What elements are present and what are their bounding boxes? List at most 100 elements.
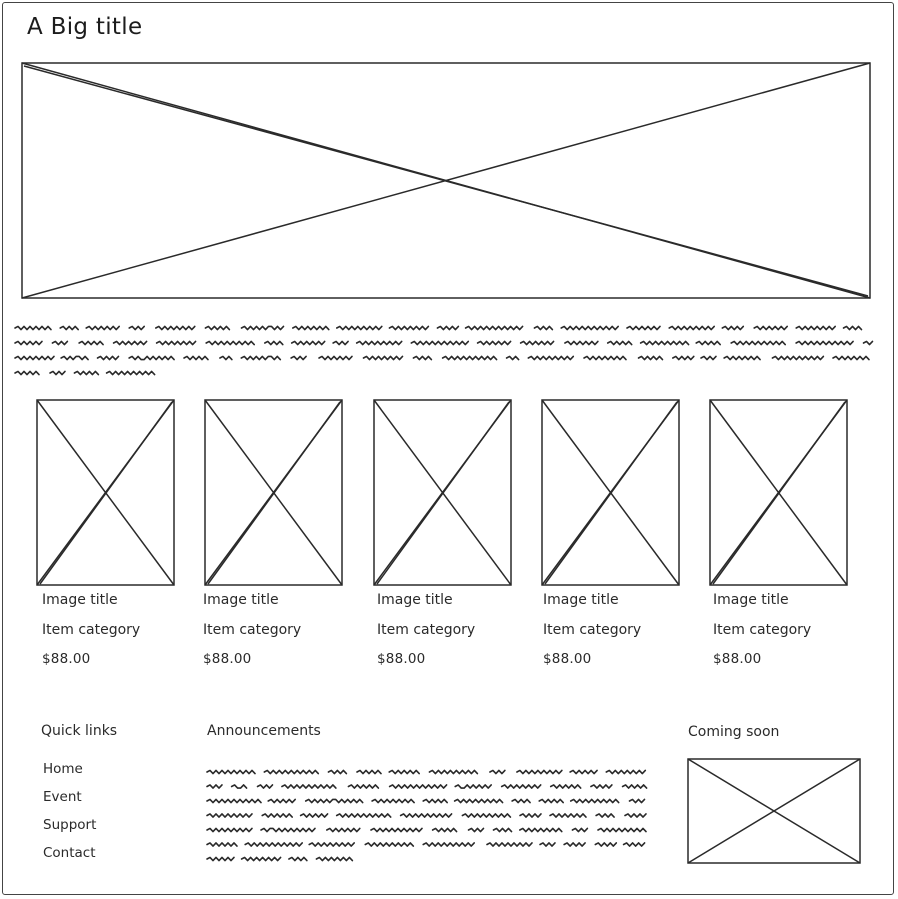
product-item-category: Item category bbox=[377, 622, 476, 638]
scribble-word bbox=[206, 798, 262, 804]
product-image-title[interactable]: Image title bbox=[377, 592, 453, 608]
scribble-word bbox=[549, 813, 587, 818]
scribble-word bbox=[590, 784, 613, 789]
scribble-word bbox=[356, 769, 382, 775]
product-image-placeholder[interactable] bbox=[204, 399, 343, 586]
scribble-word bbox=[205, 340, 255, 346]
scribble-word bbox=[299, 813, 329, 818]
hero-paragraph bbox=[14, 322, 877, 378]
scribble-word bbox=[204, 325, 231, 331]
scribble-word bbox=[347, 784, 380, 789]
scribble-word bbox=[14, 325, 52, 331]
scribble-word bbox=[332, 340, 349, 346]
scribble-word bbox=[538, 798, 564, 804]
scribble-word bbox=[753, 325, 788, 331]
scribble-word bbox=[583, 355, 627, 361]
scribble-word bbox=[594, 842, 618, 847]
quick-link-contact[interactable]: Contact bbox=[43, 845, 96, 861]
scribble-word bbox=[388, 784, 448, 789]
scribble-word bbox=[370, 827, 423, 833]
scribble-word bbox=[428, 769, 479, 775]
scribble-word bbox=[388, 325, 430, 331]
scribble-word bbox=[155, 325, 196, 331]
scribble-word bbox=[105, 370, 156, 376]
scribble-word bbox=[206, 769, 256, 775]
scribble-word bbox=[14, 355, 55, 361]
scribble-word bbox=[364, 842, 415, 847]
scribble-word bbox=[700, 355, 717, 361]
product-image-title[interactable]: Image title bbox=[203, 592, 279, 608]
scribble-word bbox=[842, 325, 863, 331]
scribble-word bbox=[399, 813, 453, 818]
scribble-word bbox=[527, 355, 575, 361]
scribble-word bbox=[624, 813, 647, 818]
scribble-word bbox=[371, 798, 415, 804]
scribble-word bbox=[206, 856, 235, 862]
scribble-word bbox=[563, 842, 586, 847]
product-price: $88.00 bbox=[543, 651, 592, 667]
scribble-word bbox=[219, 355, 233, 361]
page-title: A Big title bbox=[27, 14, 143, 40]
scribble-word bbox=[569, 798, 620, 804]
quick-link-event[interactable]: Event bbox=[43, 789, 82, 805]
scribble-word bbox=[73, 370, 100, 376]
scribble-word bbox=[49, 370, 66, 376]
scribble-word bbox=[500, 784, 542, 789]
scribble-word bbox=[597, 827, 647, 833]
scribble-word bbox=[571, 827, 589, 833]
product-price: $88.00 bbox=[42, 651, 91, 667]
product-image-title[interactable]: Image title bbox=[42, 592, 118, 608]
scribble-word bbox=[519, 813, 542, 818]
scribble-word bbox=[464, 325, 524, 331]
scribble-word bbox=[355, 340, 403, 346]
scribble-word bbox=[549, 784, 582, 789]
coming-soon-heading: Coming soon bbox=[688, 724, 780, 740]
scribble-word bbox=[412, 355, 433, 361]
scribble-word bbox=[560, 325, 619, 331]
product-image-placeholder[interactable] bbox=[541, 399, 680, 586]
scribble-word bbox=[422, 798, 448, 804]
quick-link-support[interactable]: Support bbox=[43, 817, 97, 833]
scribble-word bbox=[256, 784, 274, 789]
scribble-word bbox=[240, 355, 282, 361]
scribble-word bbox=[155, 340, 197, 346]
scribble-word bbox=[59, 325, 79, 331]
scribble-word bbox=[14, 340, 43, 346]
scribble-word bbox=[288, 856, 308, 862]
scribble-word bbox=[730, 340, 786, 346]
product-image-placeholder[interactable] bbox=[36, 399, 175, 586]
product-image-placeholder[interactable] bbox=[709, 399, 848, 586]
product-image-placeholder[interactable] bbox=[373, 399, 512, 586]
scribble-word bbox=[230, 784, 248, 789]
product-image-title[interactable]: Image title bbox=[713, 592, 789, 608]
scribble-word bbox=[318, 355, 353, 361]
scribble-word bbox=[516, 769, 563, 775]
scribble-word bbox=[436, 325, 460, 331]
product-item-category: Item category bbox=[543, 622, 642, 638]
scribble-word bbox=[453, 798, 504, 804]
scribble-word bbox=[569, 769, 598, 775]
scribble-word bbox=[832, 355, 870, 361]
quick-link-home[interactable]: Home bbox=[43, 761, 83, 777]
product-item-category: Item category bbox=[713, 622, 812, 638]
scribble-word bbox=[14, 370, 40, 376]
scribble-word bbox=[533, 325, 554, 331]
scribble-word bbox=[206, 784, 223, 789]
announcements-paragraph bbox=[206, 766, 651, 866]
product-price: $88.00 bbox=[203, 651, 252, 667]
product-image-title[interactable]: Image title bbox=[543, 592, 619, 608]
scribble-word bbox=[862, 340, 874, 346]
scribble-word bbox=[476, 340, 512, 346]
scribble-word bbox=[606, 340, 633, 346]
scribble-word bbox=[489, 769, 506, 775]
scribble-word bbox=[539, 842, 556, 847]
scribble-word bbox=[519, 340, 555, 346]
scribble-word bbox=[362, 355, 404, 361]
scribble-word bbox=[263, 769, 320, 775]
scribble-word bbox=[795, 325, 836, 331]
scribble-word bbox=[431, 827, 458, 833]
coming-soon-image-placeholder bbox=[687, 758, 861, 864]
scribble-word bbox=[206, 827, 253, 833]
hero-image-placeholder bbox=[21, 62, 871, 299]
scribble-word bbox=[260, 827, 316, 833]
